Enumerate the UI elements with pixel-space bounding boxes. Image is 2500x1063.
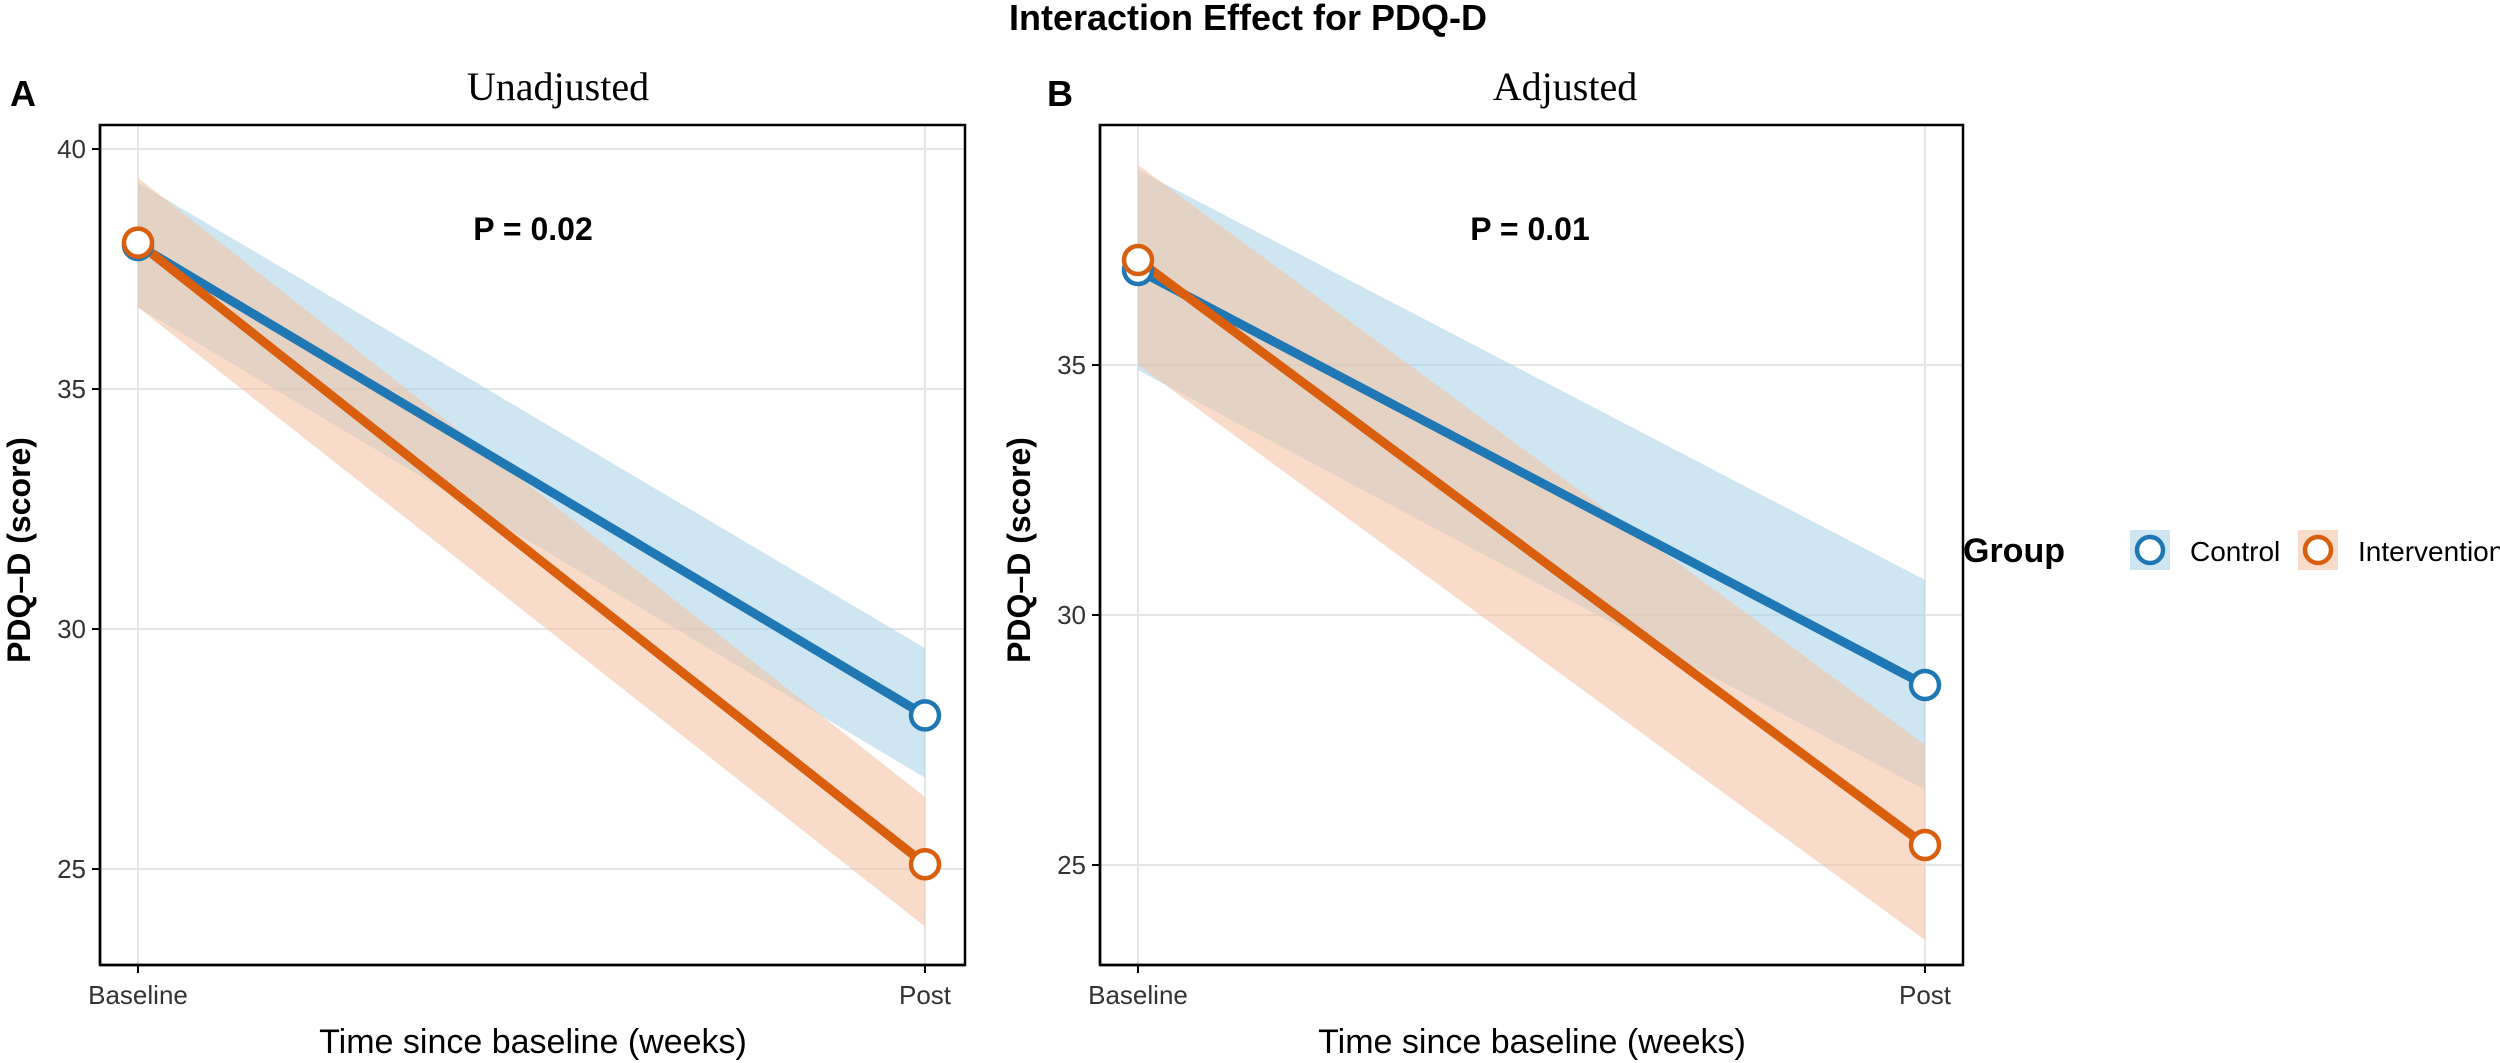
x-tick-label-post: Post [899, 980, 952, 1010]
legend: Group Control Intervention [1963, 530, 2500, 570]
panel-a-title: Unadjusted [467, 64, 649, 109]
data-point-intervention-post [1908, 828, 1942, 862]
data-point-intervention-baseline [1121, 243, 1155, 277]
panel-b-annotation: P = 0.01 [1470, 211, 1590, 247]
x-tick-label-post: Post [1899, 980, 1952, 1010]
plot-area-1: 25 30 35 Baseline Post [1057, 123, 1965, 1010]
y-tick-label-30: 30 [57, 614, 86, 644]
panel-b-y-axis-label: PDQ–D (score) [1001, 437, 1037, 663]
panel-label-b: B [1047, 73, 1073, 114]
plot-border [98, 123, 967, 967]
panel-label-a: A [10, 73, 36, 114]
x-tick-label-baseline: Baseline [1088, 980, 1188, 1010]
series-line-control [1133, 265, 1930, 690]
legend-label-intervention: Intervention [2358, 536, 2500, 567]
panel-b-x-axis-label: Time since baseline (weeks) [1318, 1023, 1746, 1061]
panel-b-title: Adjusted [1493, 64, 1637, 109]
y-tick-label-40: 40 [57, 134, 86, 164]
series-line-intervention [1133, 255, 1930, 850]
data-point-intervention-post [908, 847, 942, 881]
data-point-control-post [1908, 668, 1942, 702]
legend-marker-intervention [2302, 534, 2334, 566]
legend-entry-intervention: Intervention [2298, 530, 2500, 570]
data-point-intervention-baseline [121, 226, 155, 259]
legend-label-control: Control [2190, 536, 2280, 567]
series-line-intervention [133, 238, 930, 869]
panel-a-x-axis-label: Time since baseline (weeks) [319, 1023, 747, 1061]
legend-entry-control: Control [2130, 530, 2280, 570]
panel-a-annotation: P = 0.02 [473, 211, 593, 247]
legend-title: Group [1963, 532, 2065, 570]
figure-title: Interaction Effect for PDQ-D [1009, 0, 1487, 38]
legend-marker-control [2134, 534, 2166, 566]
plot-border [1098, 123, 1965, 967]
y-tick-label-25: 25 [1057, 850, 1086, 880]
y-tick-label-25: 25 [57, 854, 86, 884]
panel-a-y-axis-label: PDQ–D (score) [1, 437, 37, 663]
x-tick-label-baseline: Baseline [88, 980, 188, 1010]
data-point-control-post [908, 699, 942, 732]
y-tick-label-35: 35 [1057, 350, 1086, 380]
series-line-control [133, 240, 930, 720]
y-tick-label-35: 35 [57, 374, 86, 404]
plot-area-0: 25 30 35 40 Baseline Post [57, 123, 967, 1010]
panel-b-adjusted: 25 30 35 Baseline Post B Adjusted P = 0.01 T… [1001, 64, 1965, 1061]
panel-a-unadjusted: 25 30 35 40 Baseline Post A Unadjusted P = 0.… [1, 64, 967, 1061]
y-tick-label-30: 30 [1057, 600, 1086, 630]
